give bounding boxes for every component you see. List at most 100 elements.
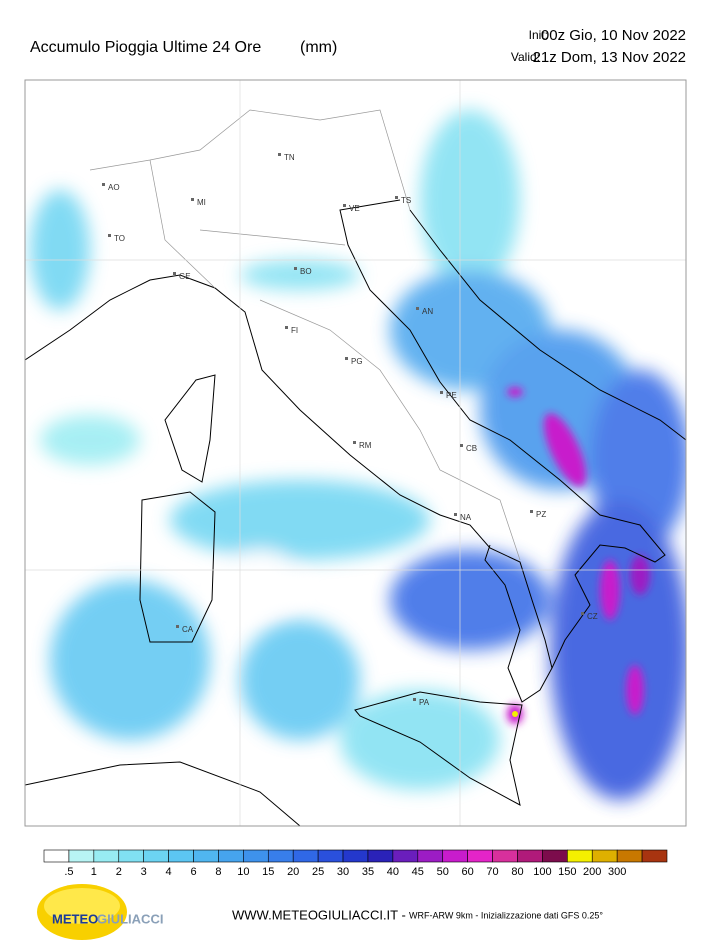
city-dot <box>102 183 105 186</box>
city-label: TS <box>401 196 411 205</box>
legend-label: 40 <box>387 866 399 878</box>
legend-swatch <box>68 849 95 863</box>
legend-label: 45 <box>412 866 424 878</box>
legend-swatch <box>641 849 668 863</box>
legend-swatch <box>292 849 319 863</box>
city-dot <box>395 196 398 199</box>
city-dot <box>285 326 288 329</box>
map: TN AO MI VE TS TO BO GE AN FI PG PE RM CB NA PZ CA CZ PA <box>25 80 686 826</box>
city-label: CB <box>466 444 477 453</box>
valid: 21z Dom, 13 Nov 2022 <box>533 49 686 66</box>
legend-swatch <box>591 849 618 863</box>
legend-swatch <box>342 849 369 863</box>
legend-label: 150 <box>558 866 576 878</box>
init: 00z Gio, 10 Nov 2022 <box>541 27 686 44</box>
legend-swatch <box>616 849 643 863</box>
city-dot <box>108 234 111 237</box>
legend-swatch <box>267 849 294 863</box>
legend-swatch <box>567 849 593 863</box>
city-dot <box>440 391 443 394</box>
unit: (mm) <box>300 39 337 56</box>
legend-swatch <box>492 849 518 863</box>
city-label: TN <box>284 153 295 162</box>
legend-swatch <box>243 849 269 863</box>
city-dot <box>353 441 356 444</box>
logo-text: METEO <box>52 911 98 926</box>
legend-swatch <box>168 849 194 863</box>
legend-label: 60 <box>462 866 474 878</box>
legend-label: 3 <box>141 866 147 878</box>
legend-label: 35 <box>362 866 374 878</box>
legend-swatch <box>417 849 444 863</box>
city-label: CZ <box>587 612 598 621</box>
city-label: CA <box>182 625 194 634</box>
legend-swatch <box>442 849 468 863</box>
city-label: PE <box>446 391 457 400</box>
legend-label: 20 <box>287 866 299 878</box>
site: WWW.METEOGIULIACCI.IT - <box>232 907 406 922</box>
city-dot <box>176 625 179 628</box>
legend-label: 6 <box>190 866 196 878</box>
legend-swatch <box>193 849 219 863</box>
map-frame <box>24 79 687 827</box>
city-dot <box>454 513 457 516</box>
legend-label: 200 <box>583 866 601 878</box>
city-label: RM <box>359 441 372 450</box>
city-label: PZ <box>536 510 546 519</box>
legend-label: 50 <box>437 866 449 878</box>
city-label: VE <box>349 204 360 213</box>
city-dot <box>278 153 281 156</box>
city-label: MI <box>197 198 206 207</box>
legend-label: 1 <box>91 866 97 878</box>
legend-swatch <box>367 849 394 863</box>
legend-label: 15 <box>262 866 274 878</box>
city-labels: TN AO MI VE TS TO BO GE AN FI PG PE RM CB NA PZ CA CZ PA <box>102 153 598 707</box>
legend-swatch <box>143 849 169 863</box>
title: Accumulo Pioggia Ultime 24 Ore <box>30 39 261 56</box>
valid-label: Valid: <box>511 50 540 64</box>
city-label: NA <box>460 513 472 522</box>
legend-label: .5 <box>64 866 73 878</box>
init-label: Init: <box>529 28 548 42</box>
legend-swatch <box>93 849 120 863</box>
legend-label: 10 <box>237 866 249 878</box>
city-label: BO <box>300 267 312 276</box>
legend-swatch <box>43 849 70 863</box>
city-dot <box>530 510 533 513</box>
city-dot <box>581 612 584 615</box>
legend-label: 8 <box>215 866 221 878</box>
city-label: GE <box>179 272 191 281</box>
city-dot <box>191 198 194 201</box>
city-dot <box>345 357 348 360</box>
legend-label: 2 <box>116 866 122 878</box>
legend-swatch <box>392 849 419 863</box>
city-label: PA <box>419 698 430 707</box>
legend-swatch <box>517 849 543 863</box>
city-label: PG <box>351 357 363 366</box>
city-dot <box>460 444 463 447</box>
legend-label: 300 <box>608 866 626 878</box>
legend-swatch <box>218 849 244 863</box>
model: WRF-ARW 9km - Inizializzazione dati GFS … <box>409 910 603 920</box>
legend-swatch <box>118 849 144 863</box>
borders <box>25 80 686 826</box>
city-dot <box>343 204 346 207</box>
city-label: AO <box>108 183 120 192</box>
legend-swatch <box>542 849 568 863</box>
legend-label: 80 <box>511 866 523 878</box>
city-label: AN <box>422 307 433 316</box>
legend: .5 1 2 3 4 6 8 10 15 20 25 30 35 40 45 50 60 70 80 100 150 20… <box>43 849 668 878</box>
logo: METEO GIULIACCI <box>37 884 163 940</box>
rain-peaks <box>507 387 650 724</box>
legend-label: 100 <box>533 866 551 878</box>
legend-label: 70 <box>486 866 498 878</box>
rain-field <box>30 110 686 800</box>
legend-swatch <box>317 849 344 863</box>
legend-label: 25 <box>312 866 324 878</box>
city-dot <box>294 267 297 270</box>
legend-label: 4 <box>166 866 172 878</box>
city-dot <box>413 698 416 701</box>
logo-text: GIULIACCI <box>97 911 163 926</box>
city-dot <box>416 307 419 310</box>
